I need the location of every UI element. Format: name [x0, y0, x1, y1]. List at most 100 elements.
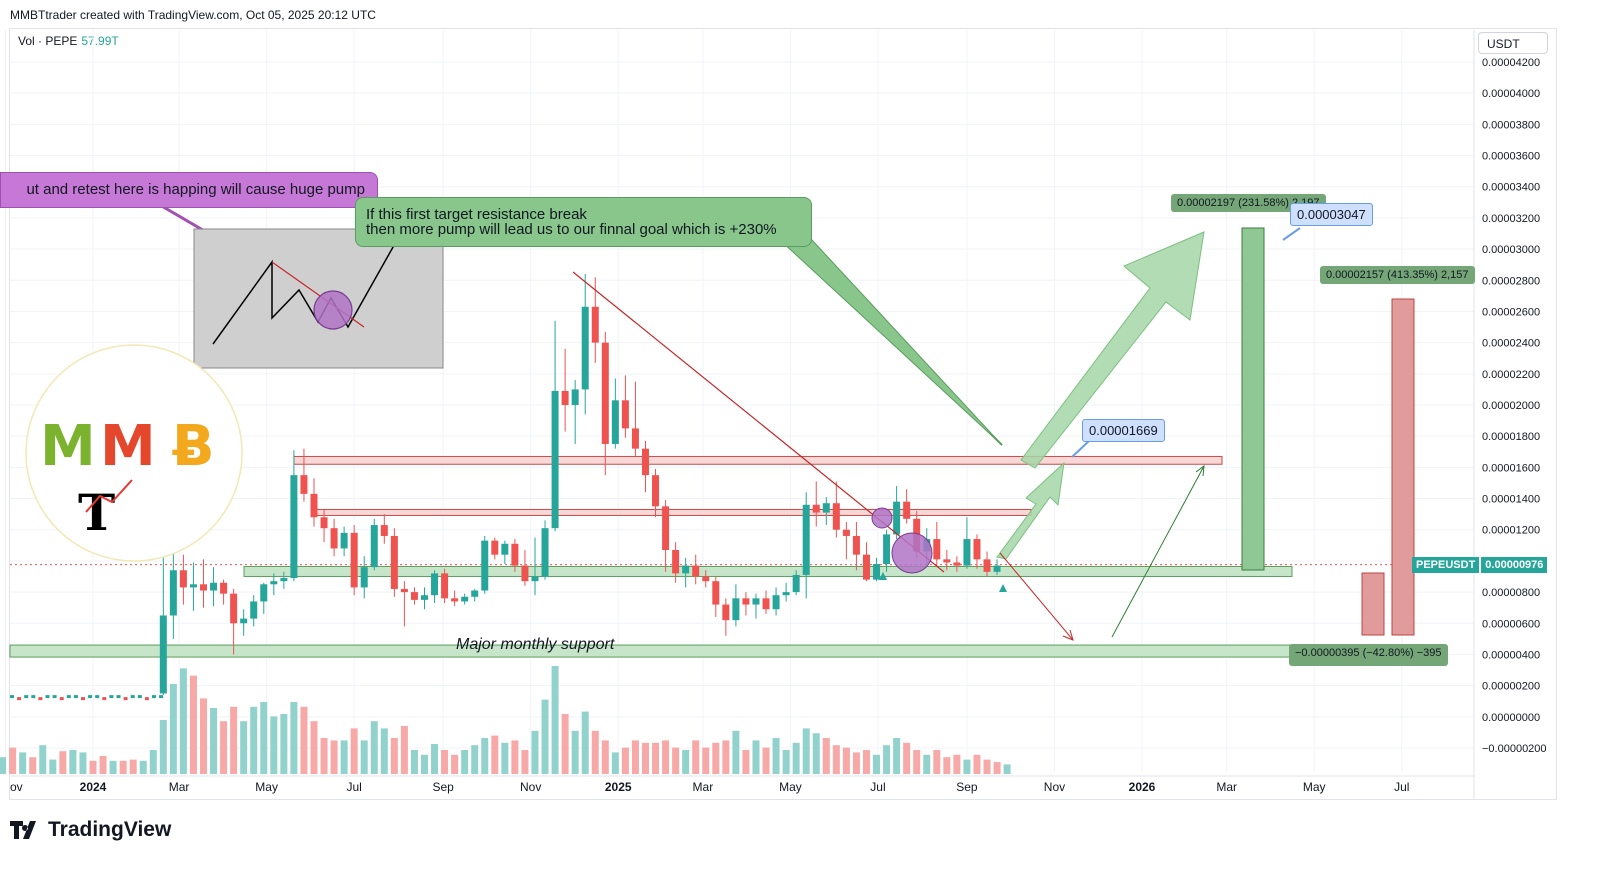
y-tick-label: 0.00002200 [1482, 369, 1540, 381]
volume-bar [662, 740, 670, 774]
candle-body [52, 695, 57, 699]
measure-range-down [1361, 572, 1385, 636]
candle-body [179, 570, 187, 588]
candle-body [742, 598, 750, 605]
measure-range-up [1241, 227, 1265, 571]
volume-bar [822, 738, 830, 774]
candle-body [802, 504, 810, 575]
x-tick-label: 2025 [605, 780, 632, 794]
candle-body [380, 525, 388, 536]
volume-bar [732, 730, 740, 774]
logo-circle [25, 344, 243, 562]
x-tick-label: Jul [347, 780, 362, 794]
volume-bar [802, 728, 810, 774]
candle-body [852, 535, 860, 555]
target-callout[interactable]: If this first target resistance break th… [355, 197, 812, 247]
tradingview-logo[interactable]: TradingView [10, 818, 171, 842]
candle-body [501, 543, 509, 555]
candle-body [350, 532, 358, 588]
callout-pointer [1071, 439, 1091, 458]
candle-body [300, 475, 308, 494]
y-tick-label: 0.00002600 [1482, 306, 1540, 318]
tradingview-brand: TradingView [48, 818, 172, 841]
volume-bar [812, 733, 820, 774]
candle-body [933, 539, 941, 560]
y-tick-label: 0.00002800 [1482, 275, 1540, 287]
volume-bar [0, 757, 7, 774]
volume-value: 57.99T [81, 34, 119, 48]
volume-bar [240, 721, 248, 774]
candle-body [752, 598, 760, 605]
logo-chart-line [85, 479, 133, 513]
candle-body [662, 506, 670, 550]
measure-label-2[interactable]: 0.00002157 (413.35%) 2,157 [1320, 266, 1475, 284]
volume-bar [481, 738, 489, 774]
candle-body [144, 697, 149, 701]
candle-body [370, 525, 378, 568]
candle-body [280, 578, 288, 582]
volume-bar [19, 752, 27, 774]
volume-bar [722, 740, 730, 774]
volume-bar [541, 699, 549, 774]
pump-callout[interactable]: ut and retest here is happing will cause… [0, 172, 378, 208]
candle-body [31, 695, 36, 699]
currency-selector[interactable]: USDT [1478, 32, 1548, 54]
volume-bar [431, 744, 439, 774]
volume-bar [893, 738, 901, 774]
candle-body [159, 615, 167, 694]
price-callout-1[interactable]: 0.00003047 [1290, 203, 1373, 226]
x-tick-label: Sep [432, 780, 454, 794]
volume-legend[interactable]: Vol · PEPE 57.99T [18, 34, 119, 48]
target-arrow-large [1020, 231, 1205, 469]
volume-bar [49, 759, 57, 774]
volume-bar [561, 714, 569, 774]
volume-bar [69, 750, 77, 774]
candle-body [137, 695, 142, 699]
x-tick-label: Jul [870, 780, 885, 794]
price-callout-2[interactable]: 0.00001669 [1082, 419, 1165, 442]
volume-bar [943, 757, 951, 774]
y-tick-label: 0.00000200 [1482, 681, 1540, 693]
volume-bar [752, 740, 760, 774]
support-zone [243, 565, 1293, 577]
chart-attribution: MMBTtrader created with TradingView.com,… [10, 8, 376, 22]
y-tick-label: 0.00001200 [1482, 525, 1540, 537]
volume-bar [29, 757, 37, 774]
volume-bar [199, 698, 207, 774]
candle-body [109, 695, 114, 699]
volume-bar [39, 745, 47, 774]
y-tick-label: 0.00000000 [1482, 712, 1540, 724]
candle-body [320, 517, 328, 529]
candle-body [441, 573, 449, 599]
volume-bar [420, 754, 428, 774]
candle-body [772, 595, 780, 610]
volume-bar [953, 754, 961, 774]
candle-body [611, 400, 619, 444]
candle-body [953, 562, 961, 566]
y-tick-label: 0.00001400 [1482, 494, 1540, 506]
chart-frame [9, 28, 1557, 800]
volume-bar [913, 750, 921, 774]
candle-body [310, 493, 318, 518]
volume-bar [390, 738, 398, 774]
volume-bar [350, 728, 358, 774]
measure-label-1[interactable]: 0.00002197 (231.58%) 2,197 [1171, 194, 1326, 212]
candle-body [782, 592, 790, 596]
volume-bar [330, 740, 338, 774]
support-zone [9, 644, 1365, 658]
candle-body [712, 581, 720, 605]
volume-bar [903, 742, 911, 774]
volume-bar [842, 747, 850, 774]
candle-body [230, 593, 238, 624]
candle-body [390, 535, 398, 589]
candle-body [893, 501, 901, 535]
logo-letter: M [100, 414, 156, 479]
volume-bar [712, 742, 720, 774]
mmb-trader-logo: M M ɃT [25, 344, 243, 562]
x-tick-label: May [255, 780, 278, 794]
volume-bar [1003, 764, 1011, 774]
volume-bar [672, 747, 680, 774]
candle-body [481, 540, 489, 591]
measure-label-3[interactable]: −0.00000395 (−42.80%) −395 [1289, 644, 1448, 666]
